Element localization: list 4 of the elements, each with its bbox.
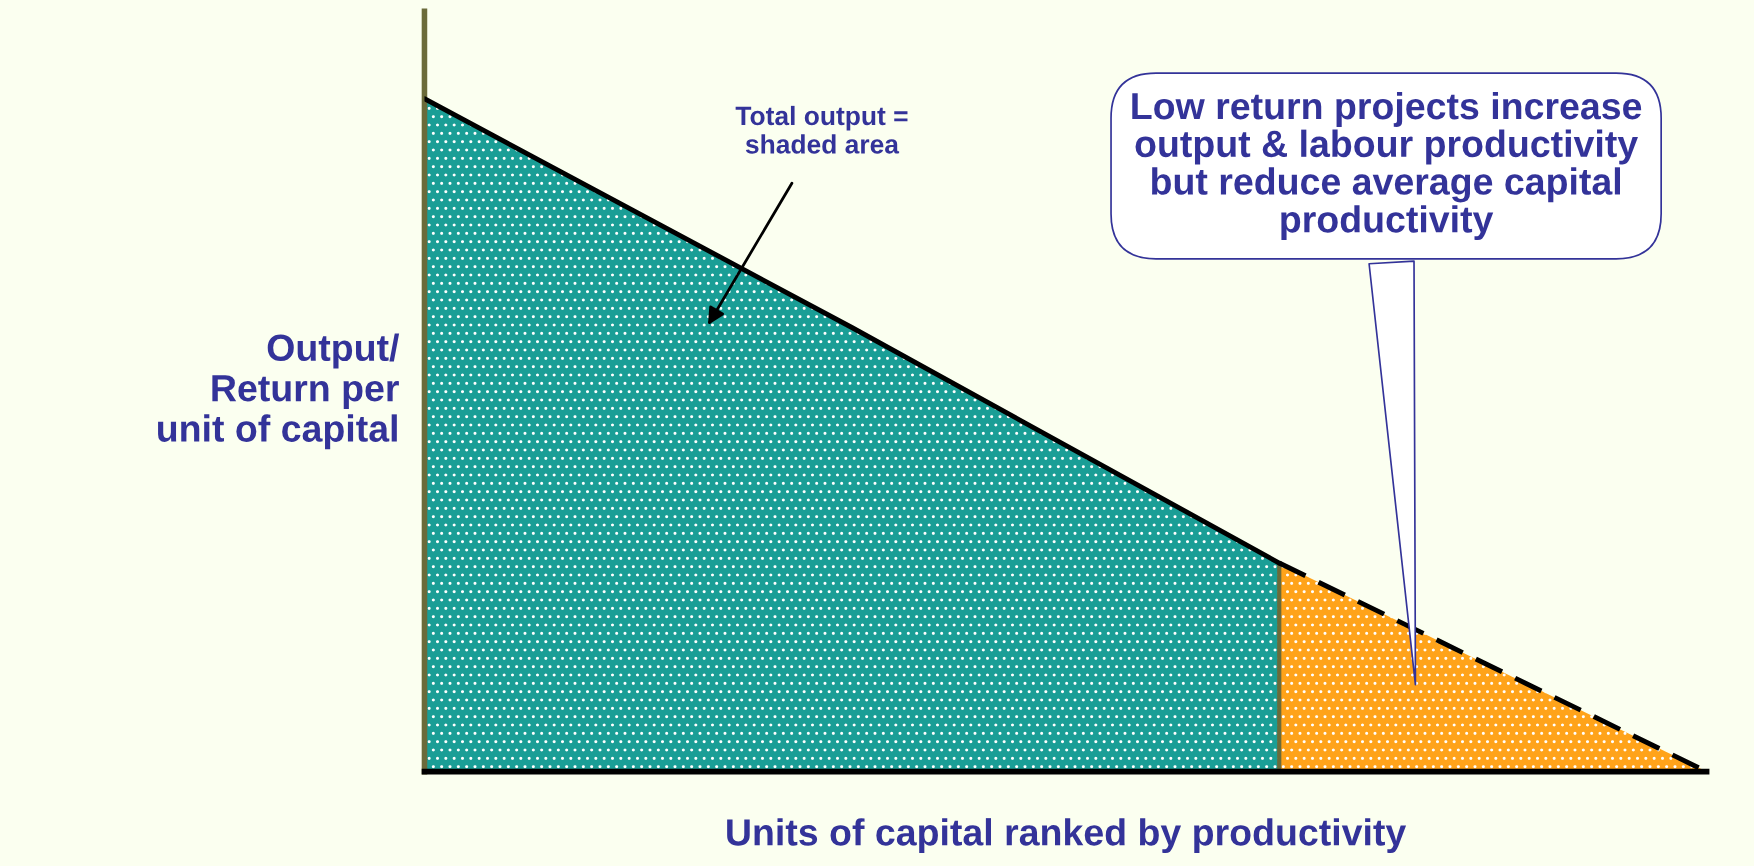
annotation: Low return projects increase output & labour productivity but reduce average capital productivity: [1132, 91, 1642, 241]
y-axis-title: Output/ Return per unit of capital: [158, 333, 400, 450]
annotation: Total output = shaded area: [735, 105, 908, 154]
x-axis-title: Units of capital ranked by productivity: [727, 818, 1407, 854]
